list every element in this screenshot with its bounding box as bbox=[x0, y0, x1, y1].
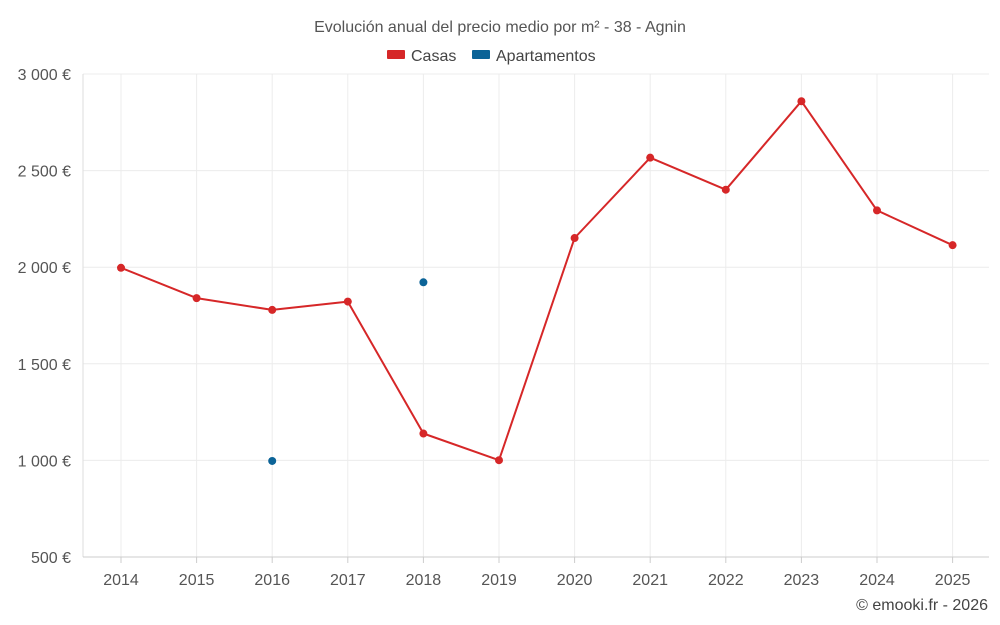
data-point-casas-2016 bbox=[268, 305, 277, 314]
legend-item-casas[interactable]: Casas bbox=[387, 48, 456, 65]
x-tick-label-2017: 2017 bbox=[330, 572, 366, 589]
credit-text: © emooki.fr - 2026 bbox=[856, 597, 988, 614]
x-axis-tick-labels: 2014 2015 2016 2017 2018 2019 2020 2021 2022 2023… bbox=[103, 572, 970, 589]
legend: Casas Apartamentos bbox=[387, 48, 596, 65]
data-point-apartamentos-2018 bbox=[419, 278, 428, 287]
y-tick-label-2000: 2 000 € bbox=[18, 260, 71, 277]
x-tick-label-2016: 2016 bbox=[254, 572, 290, 589]
data-point-casas-2014 bbox=[117, 263, 125, 272]
legend-item-apartamentos[interactable]: Apartamentos bbox=[472, 48, 596, 65]
legend-swatch-apartamentos bbox=[472, 50, 490, 59]
x-tick-label-2015: 2015 bbox=[179, 572, 215, 589]
data-point-casas-2024 bbox=[873, 206, 881, 215]
chart-title: Evolución anual del precio medio por m² … bbox=[314, 19, 686, 36]
data-point-apartamentos-2016 bbox=[268, 456, 277, 465]
data-point-casas-2015 bbox=[192, 294, 201, 303]
y-tick-label-1500: 1 500 € bbox=[18, 357, 71, 374]
legend-label-casas: Casas bbox=[411, 48, 456, 65]
x-tick-label-2025: 2025 bbox=[935, 572, 971, 589]
x-tick-label-2024: 2024 bbox=[859, 572, 895, 589]
data-point-casas-2021 bbox=[646, 153, 655, 162]
series bbox=[117, 97, 957, 465]
legend-swatch-casas bbox=[387, 50, 405, 59]
y-tick-label-2500: 2 500 € bbox=[18, 164, 71, 181]
y-tick-label-3000: 3 000 € bbox=[18, 67, 71, 84]
grid-lines bbox=[83, 73, 989, 557]
data-point-casas-2025 bbox=[948, 241, 957, 250]
data-point-casas-2023 bbox=[797, 97, 806, 106]
x-tick-label-2018: 2018 bbox=[406, 572, 442, 589]
axes bbox=[82, 74, 989, 563]
y-tick-label-1000: 1 000 € bbox=[18, 453, 71, 470]
legend-label-apartamentos: Apartamentos bbox=[496, 48, 596, 65]
data-point-casas-2022 bbox=[721, 185, 730, 194]
x-tick-label-2014: 2014 bbox=[103, 572, 139, 589]
series-line-casas bbox=[120, 100, 954, 462]
x-tick-label-2020: 2020 bbox=[557, 572, 593, 589]
y-tick-label-500: 500 € bbox=[31, 550, 71, 567]
x-tick-label-2021: 2021 bbox=[632, 572, 668, 589]
data-point-casas-2019 bbox=[495, 456, 503, 465]
x-tick-label-2022: 2022 bbox=[708, 572, 744, 589]
data-point-casas-2017 bbox=[343, 297, 352, 306]
data-point-casas-2018 bbox=[419, 429, 428, 438]
series-apartamentos bbox=[268, 278, 428, 465]
y-axis-tick-labels: 500 € 1 000 € 1 500 € 2 000 € 2 500 € 3 000 € bbox=[18, 67, 71, 567]
series-casas bbox=[117, 97, 957, 465]
x-tick-label-2019: 2019 bbox=[481, 572, 517, 589]
x-tick-label-2023: 2023 bbox=[784, 572, 820, 589]
data-point-casas-2020 bbox=[570, 234, 579, 243]
